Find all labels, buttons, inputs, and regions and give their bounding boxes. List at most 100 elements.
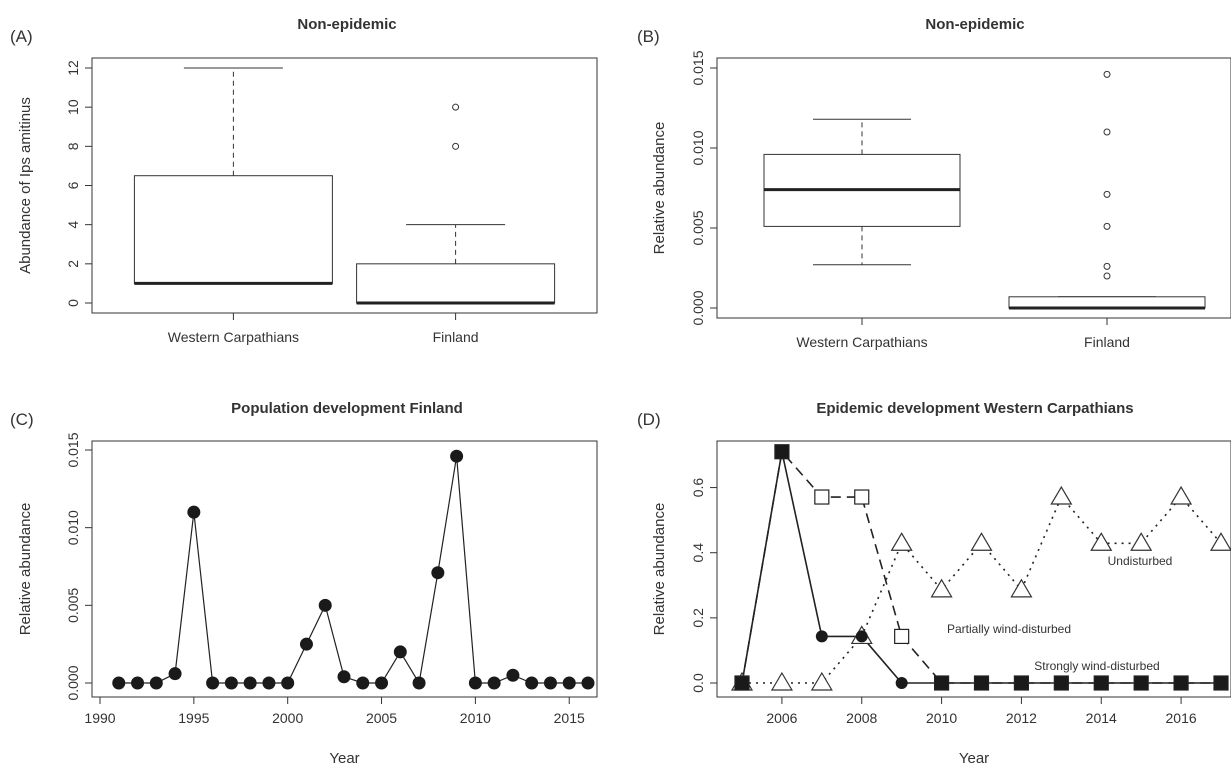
y-tick-label: 0.000 [65,665,81,700]
data-point [450,449,464,463]
outlier-point [452,142,460,150]
triangle-marker [810,671,833,691]
data-point [393,645,407,659]
data-point [168,667,182,681]
triangle-marker [1130,532,1153,551]
y-tick-label: 0.6 [690,478,706,498]
data-point [375,676,389,690]
data-point [262,676,276,690]
x-tick-label: Western Carpathians [168,329,299,345]
data-point [299,637,313,651]
square-marker [1213,675,1229,691]
x-tick-label: 2014 [1086,710,1117,726]
y-axis-label: Relative abundance [651,503,668,636]
outlier-point [1103,70,1111,78]
panel-label: (B) [637,27,660,46]
chart-title: Epidemic development Western Carpathians [816,400,1133,417]
square-marker [933,675,950,691]
chart-title: Non-epidemic [297,16,396,33]
triangle-marker [1050,485,1073,505]
square-marker [894,628,910,645]
box [1008,296,1206,309]
square-marker [1013,675,1030,691]
data-point [318,598,332,612]
square-marker [973,675,990,691]
data-point [356,676,370,690]
y-tick-label: 0.015 [690,50,706,85]
plot-frame [716,440,1231,698]
y-axis-label: Relative abundance [17,503,34,636]
circle-marker [895,677,908,689]
x-tick-label: 2005 [366,710,397,726]
triangle-marker [930,578,953,598]
data-point [224,676,238,690]
square-marker [854,489,870,505]
y-axis-label: Abundance of Ips amitinus [17,97,34,274]
y-tick-label: 4 [65,221,81,229]
x-tick-label: 1995 [178,710,209,726]
data-point [206,676,220,690]
square-marker [1133,675,1149,691]
circle-marker [855,630,868,643]
chart-title: Non-epidemic [925,16,1024,33]
data-point [525,676,539,690]
panel-label: (D) [637,410,661,429]
y-tick-label: 0.000 [690,290,706,325]
square-marker [814,489,830,505]
y-tick-label: 6 [65,181,81,189]
data-point [431,566,445,580]
y-tick-label: 10 [65,99,81,115]
outlier-point [1103,272,1111,280]
circle-marker [736,677,748,689]
y-axis-label: Relative abundance [651,122,668,255]
outlier-point [452,103,460,111]
y-tick-label: 0.010 [690,130,706,165]
plot-frame [91,440,598,698]
data-point [281,676,295,690]
data-point [468,676,482,690]
data-point [581,676,595,690]
square-marker [1093,675,1109,691]
x-axis-label: Year [329,750,359,767]
x-tick-label: 2010 [460,710,491,726]
y-tick-label: 0.4 [690,543,706,563]
data-point [487,676,501,690]
y-tick-label: 0.0 [690,673,706,693]
data-point [187,505,201,519]
triangle-marker [1170,485,1193,505]
panel-label: (A) [10,27,33,46]
outlier-point [1103,190,1111,198]
square-marker [1173,675,1189,691]
x-tick-label: 2010 [926,710,957,726]
square-marker [1053,675,1069,691]
circle-marker [775,445,788,458]
outlier-point [1103,128,1111,136]
data-point [412,676,426,690]
box [133,175,333,284]
data-point [506,668,520,682]
y-tick-label: 0.2 [690,608,706,628]
x-tick-label: 2006 [766,710,797,726]
x-tick-label: 1990 [84,710,115,726]
y-tick-label: 0 [65,299,81,307]
data-point [562,676,576,690]
y-tick-label: 12 [65,60,81,76]
triangle-marker [1090,532,1113,551]
data-point [112,676,126,690]
box [356,263,556,304]
outlier-point [1103,222,1111,230]
x-tick-label: Finland [433,329,479,345]
series-line [118,456,588,685]
data-point [131,676,145,690]
y-tick-label: 8 [65,142,81,150]
triangle-marker [770,671,793,691]
data-point [243,676,257,690]
y-tick-label: 2 [65,260,81,268]
data-point [337,670,351,684]
y-tick-label: 0.005 [65,588,81,623]
series-line [742,495,1222,684]
circle-marker [815,630,828,643]
y-tick-label: 0.005 [690,210,706,245]
triangle-marker [890,532,913,551]
series-label-undisturbed: Undisturbed [1108,554,1173,568]
